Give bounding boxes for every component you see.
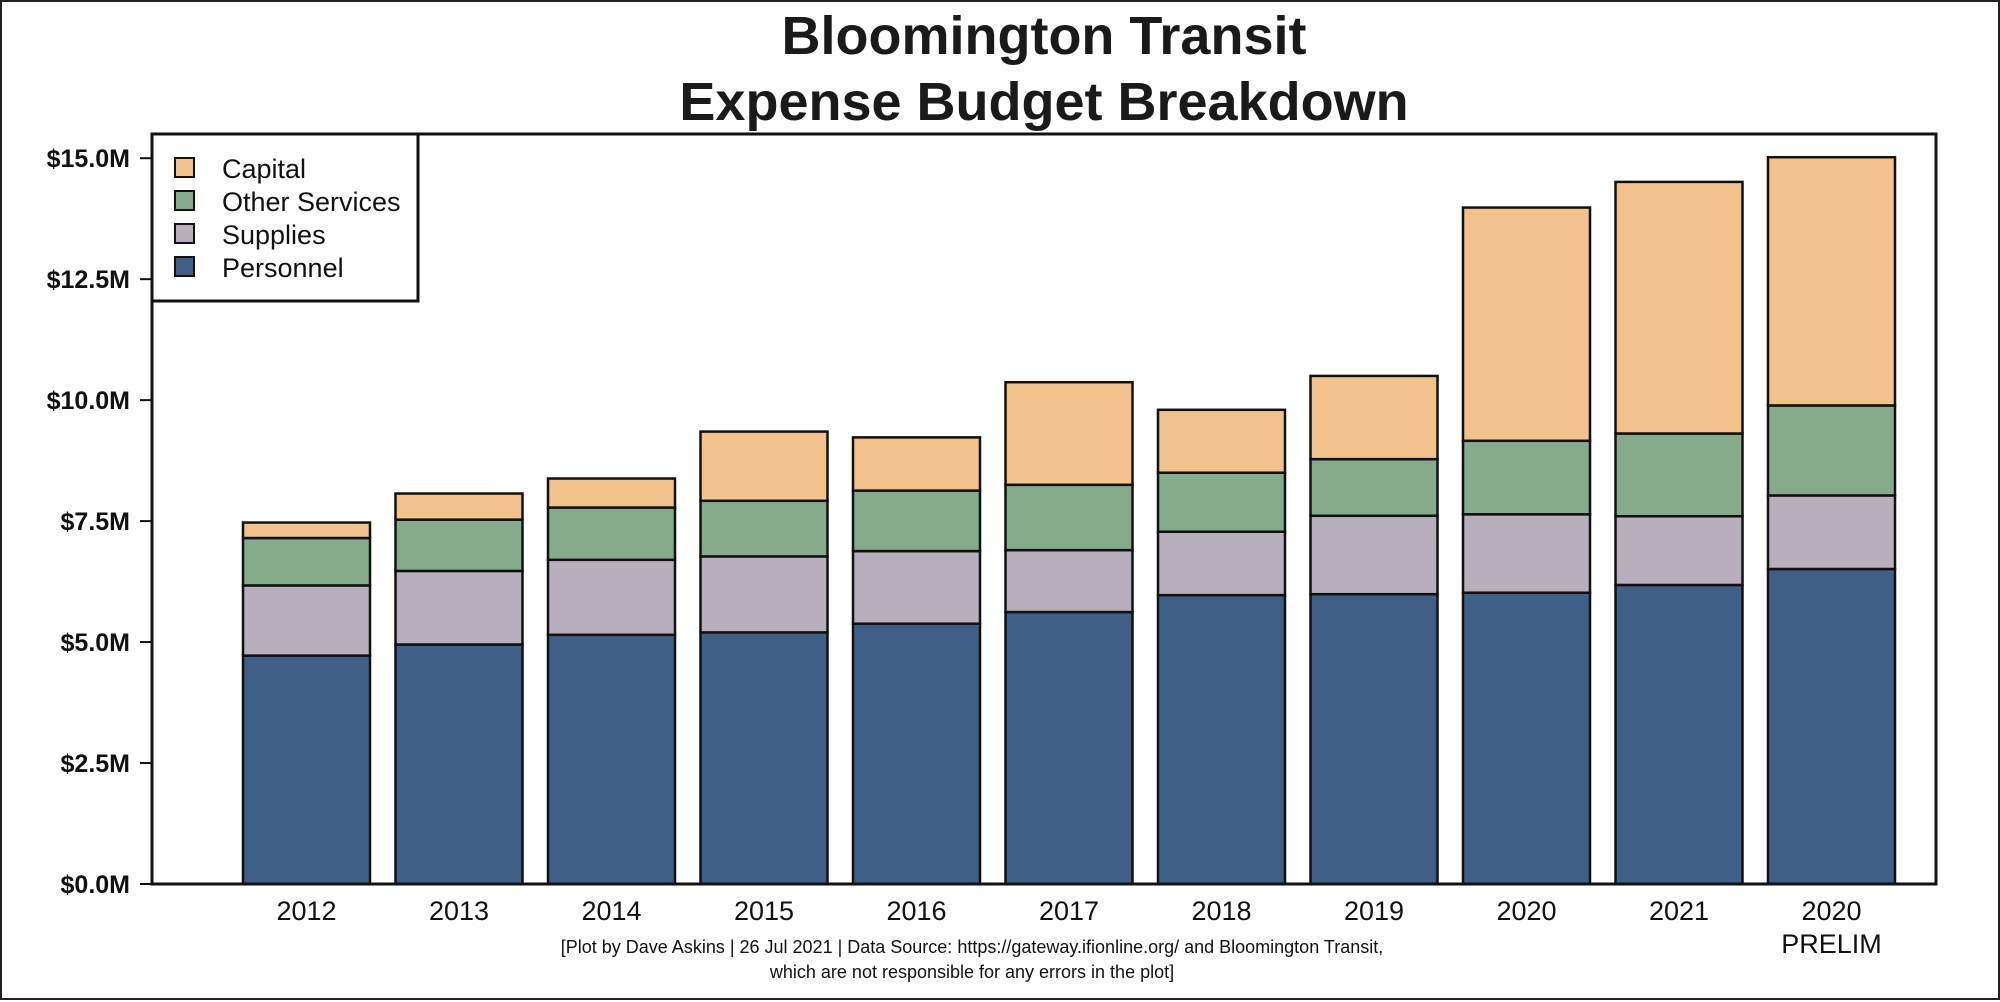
y-tick-label: $12.5M (47, 266, 130, 294)
bar-segment-other-services (1461, 439, 1592, 516)
bar-segment-capital (394, 492, 524, 521)
bar-segment-personnel (1614, 583, 1744, 886)
bar-segment-supplies (1004, 548, 1134, 614)
legend-label: Capital (222, 154, 306, 184)
x-axis: 2012 2013 2014 2015 2016 2017 2018 2019 2020 2021… (276, 896, 1881, 959)
caption-line-1: [Plot by Dave Askins | 26 Jul 2021 | Dat… (561, 937, 1383, 957)
x-tick-label: PRELIM (1781, 929, 1882, 959)
legend-swatch-personnel (174, 256, 195, 277)
x-tick-label: 2019 (1344, 896, 1404, 926)
x-tick-label: 2014 (581, 896, 641, 926)
bar-segment-other-services (394, 518, 524, 573)
bar-segment-other-services (546, 506, 677, 562)
bar-segment-other-services (699, 499, 829, 558)
y-tick-label: $2.5M (61, 750, 130, 778)
x-tick-label: 2017 (1039, 896, 1099, 926)
bar-segment-supplies (1766, 494, 1897, 571)
bar-segment-capital (1004, 380, 1134, 487)
bar-segment-personnel (394, 643, 524, 886)
bar-segment-other-services (1614, 432, 1744, 518)
chart-title-line-2: Expense Budget Breakdown (679, 72, 1408, 132)
bar-segment-supplies (851, 549, 982, 625)
legend-box (150, 132, 420, 303)
bar-segment-capital (699, 430, 829, 503)
bar-segment-capital (1461, 206, 1592, 443)
x-tick-label: 2018 (1191, 896, 1251, 926)
bar-segment-personnel (1766, 567, 1897, 886)
legend-swatch-other-services (174, 190, 195, 211)
bar-segment-supplies (1156, 530, 1287, 597)
y-tick-label: $10.0M (47, 387, 130, 415)
bar-segment-capital (546, 477, 677, 509)
bars-group (241, 155, 1897, 886)
bar-segment-supplies (241, 584, 372, 657)
chart-title-line-1: Bloomington Transit (782, 6, 1307, 66)
y-tick-label: $7.5M (61, 508, 130, 536)
legend-swatch-supplies (174, 223, 195, 244)
x-tick-label: 2020 (1801, 896, 1861, 926)
y-tick-label: $0.0M (61, 871, 130, 899)
bar-segment-capital (1766, 155, 1897, 407)
bar-segment-capital (1156, 408, 1287, 474)
bar-segment-capital (1309, 374, 1439, 461)
bar-segment-supplies (1309, 514, 1439, 596)
bar-segment-other-services (1309, 457, 1439, 518)
bar-segment-supplies (1461, 513, 1592, 594)
plot-area-border (150, 132, 1938, 886)
bar-segment-personnel (1309, 592, 1439, 886)
bar-segment-personnel (546, 633, 677, 886)
x-tick-label: 2015 (734, 896, 794, 926)
caption-line-2: which are not responsible for any errors… (769, 962, 1174, 982)
x-tick-label: 2016 (886, 896, 946, 926)
bar-segment-supplies (1614, 515, 1744, 587)
bar-segment-supplies (394, 569, 524, 646)
bar-segment-personnel (1156, 593, 1287, 886)
bar-segment-personnel (241, 654, 372, 886)
bar-segment-capital (851, 436, 982, 492)
x-tick-label: 2020 (1496, 896, 1556, 926)
bar-segment-other-services (241, 536, 372, 587)
bar-segment-supplies (546, 558, 677, 637)
bar-segment-supplies (699, 555, 829, 634)
y-tick-label: $15.0M (47, 145, 130, 173)
bar-segment-personnel (1461, 591, 1592, 886)
legend-label: Personnel (222, 253, 344, 283)
legend-label: Supplies (222, 220, 326, 250)
y-axis: $0.0M $2.5M $5.0M $7.5M $10.0M $12.5M $15.0M (47, 145, 152, 899)
bar-segment-personnel (851, 622, 982, 886)
x-tick-label: 2012 (276, 896, 336, 926)
bar-segment-personnel (699, 631, 829, 886)
bar-segment-other-services (851, 489, 982, 553)
bar-segment-capital (1614, 180, 1744, 435)
bar-segment-capital (241, 521, 372, 540)
legend-label: Other Services (222, 187, 401, 217)
legend-swatch-capital (174, 157, 195, 178)
x-tick-label: 2021 (1649, 896, 1709, 926)
bar-segment-other-services (1766, 404, 1897, 497)
bar-segment-other-services (1156, 471, 1287, 533)
bar-segment-other-services (1004, 483, 1134, 552)
y-tick-label: $5.0M (61, 629, 130, 657)
x-tick-label: 2013 (429, 896, 489, 926)
bar-segment-personnel (1004, 610, 1134, 886)
